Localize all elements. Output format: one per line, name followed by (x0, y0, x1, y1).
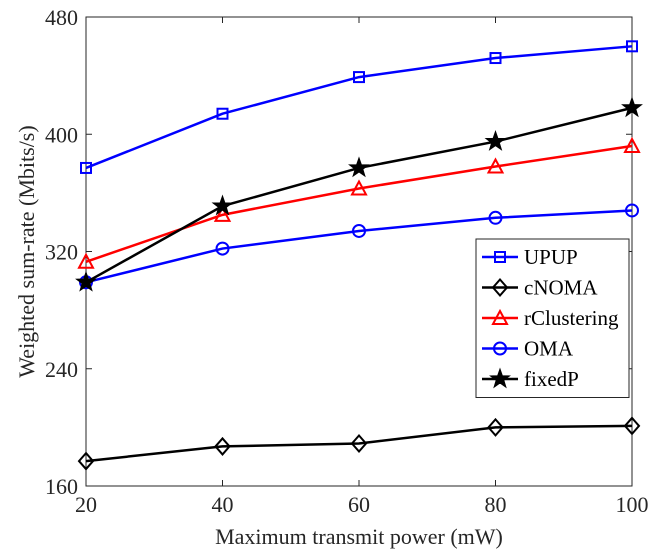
data-point-upup (353, 71, 365, 84)
data-point-upup (216, 107, 229, 120)
y-tick-label: 480 (45, 5, 78, 30)
data-point-oma (488, 210, 503, 225)
data-point-rclustering (77, 252, 95, 269)
series-line-cnoma (85, 424, 633, 463)
series-fixedp (75, 96, 643, 292)
y-tick-label: 400 (45, 122, 78, 147)
data-point-fixedp (75, 270, 97, 292)
x-axis-label: Maximum transmit power (mW) (215, 524, 503, 549)
legend-item-cnoma: cNOMA (482, 276, 598, 300)
data-point-oma (215, 241, 230, 256)
data-point-upup (626, 40, 638, 53)
data-point-upup (489, 52, 502, 65)
legend-swatch-marker (489, 367, 511, 389)
y-tick-label: 320 (45, 240, 78, 265)
y-axis-label: Weighted sum-rate (Mbits/s) (14, 125, 39, 377)
series-cnoma (77, 416, 641, 471)
legend-label: UPUP (524, 245, 578, 269)
data-point-cnoma (77, 451, 95, 471)
data-point-fixedp (484, 130, 507, 151)
legend-label: cNOMA (524, 276, 598, 300)
legend-swatch-marker (493, 341, 507, 356)
legend-swatch-marker (491, 308, 509, 325)
axes-layer: 20 40 60 80 100 160 240 320 400 480 (45, 5, 649, 517)
x-tick-label: 60 (348, 492, 370, 517)
legend: UPUP cNOMA rClustering OMA fixedP (475, 238, 630, 398)
data-point-rclustering (213, 205, 232, 222)
legend-item-fixedp: fixedP (482, 367, 579, 391)
data-point-cnoma (487, 417, 504, 437)
legend-label: fixedP (524, 367, 579, 391)
legend-label: rClustering (524, 306, 619, 330)
legend-swatch-marker (494, 251, 506, 263)
legend-item-oma: OMA (482, 337, 574, 361)
legend-item-rclustering: rClustering (482, 306, 619, 330)
x-tick-label: 40 (212, 492, 234, 517)
data-point-fixedp (348, 156, 370, 178)
data-point-oma (625, 203, 639, 218)
data-point-oma (352, 223, 366, 238)
data-point-rclustering (350, 179, 368, 196)
series-upup (80, 40, 638, 174)
series-layer (75, 40, 643, 471)
x-tick-label: 20 (75, 492, 97, 517)
data-point-upup (80, 161, 92, 174)
data-point-rclustering (486, 157, 505, 174)
legend-swatch-marker (491, 277, 509, 298)
data-point-fixedp (621, 96, 643, 118)
series-line-oma (85, 209, 633, 284)
legend-item-upup: UPUP (482, 245, 578, 269)
series-line-upup (85, 45, 633, 170)
data-point-cnoma (623, 416, 641, 436)
data-point-cnoma (214, 436, 231, 456)
data-point-rclustering (623, 136, 641, 153)
x-tick-label: 100 (616, 492, 649, 517)
series-oma (79, 203, 639, 290)
x-tick-label: 80 (485, 492, 507, 517)
y-tick-label: 240 (45, 357, 78, 382)
legend-label: OMA (524, 337, 574, 361)
data-point-cnoma (350, 433, 368, 454)
data-point-fixedp (211, 194, 234, 216)
y-tick-label: 160 (45, 474, 78, 499)
